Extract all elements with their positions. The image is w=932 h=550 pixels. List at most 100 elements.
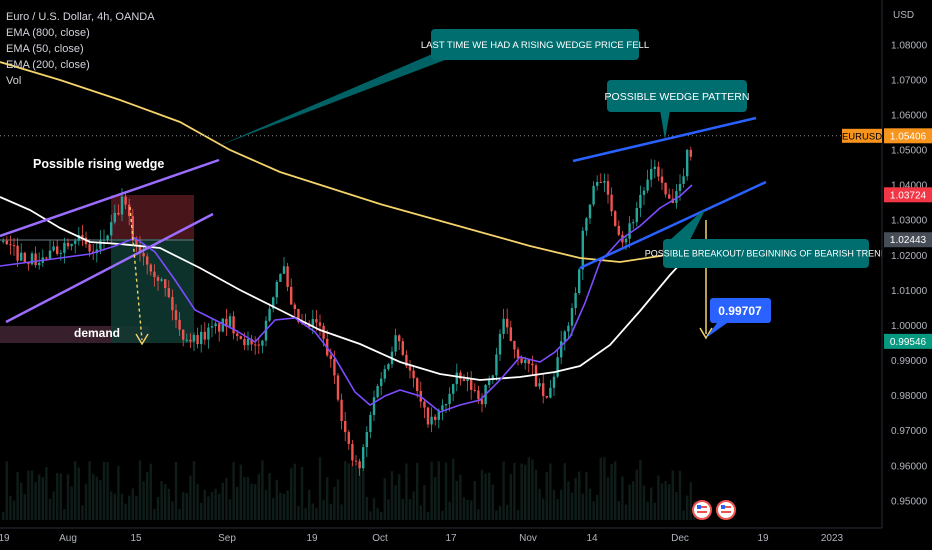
time-tick-label: Oct (372, 533, 388, 544)
candle-body (488, 380, 491, 385)
candle-body (639, 194, 642, 209)
candle-body (592, 185, 595, 205)
volume-bar (135, 495, 138, 520)
candle-body (513, 340, 516, 350)
candle-body (81, 234, 84, 238)
old-drop-arrow (129, 206, 143, 341)
time-tick-label: 19 (0, 533, 10, 544)
candle-body (599, 181, 602, 183)
time-axis: 19 Aug 15 Sep 19 Oct 17 Nov 14 Dec 19 2023 (0, 527, 932, 550)
candle-body (110, 222, 113, 236)
candle-body (567, 325, 570, 332)
candle-body (534, 365, 538, 387)
volume-bar (272, 498, 275, 520)
candle-body (351, 443, 354, 461)
candle-body (344, 420, 347, 433)
volume-bar (365, 496, 368, 520)
symbol-title[interactable]: Euro / U.S. Dollar, 4h, OANDA (6, 11, 155, 23)
volume-bar (531, 459, 534, 520)
candle-body (257, 344, 260, 346)
candle-body (297, 309, 300, 322)
candle-body (509, 327, 512, 341)
volume-bar (552, 490, 556, 520)
candle-body (56, 246, 59, 254)
price-axis-bg (882, 0, 932, 550)
volume-bar (650, 487, 653, 520)
price-tick-label: 1.06000 (891, 110, 928, 121)
candle-body (452, 384, 455, 394)
volume-bar (689, 482, 692, 520)
candle-body (142, 252, 145, 257)
volume-bar (182, 491, 185, 520)
candle-body (632, 222, 635, 224)
old-wedge-lower-line (5, 212, 214, 324)
volume-bar (221, 482, 224, 520)
volume-bar (185, 493, 188, 520)
candle-body (38, 262, 41, 266)
volume-bar (300, 466, 304, 520)
candle-body (74, 240, 77, 244)
candle-body (383, 369, 386, 379)
candle-body (675, 191, 678, 203)
volume-bar (246, 477, 250, 520)
volume-bar (617, 501, 620, 520)
time-tick-label: 19 (306, 533, 318, 544)
flag-stripe (721, 506, 731, 508)
candle-body (250, 339, 253, 345)
price-tag-box (884, 128, 932, 144)
price-tag: 0.99546 (884, 333, 932, 349)
candle-body (581, 230, 584, 270)
volume-bar (437, 461, 440, 520)
volume-bar (520, 463, 523, 520)
volume-bar (189, 475, 192, 520)
price-axis: USD1.080001.070001.060001.050001.040001.… (842, 0, 932, 550)
time-tick-label: 15 (130, 533, 142, 544)
volume-bar (63, 509, 66, 520)
ema-50-line (0, 184, 693, 413)
volume-bar (452, 458, 455, 520)
volume-bar (678, 470, 682, 520)
candle-body (322, 325, 325, 339)
candle-body (538, 383, 541, 387)
volume-bar (610, 464, 613, 520)
volume-bar (516, 509, 520, 520)
price-tag: 1.03724 (884, 187, 932, 203)
volume-bar (405, 463, 408, 520)
candle-body (480, 399, 484, 405)
volume-bar (592, 501, 595, 520)
volume-bar (164, 484, 167, 520)
candle-body (20, 252, 23, 261)
price-tag-box (884, 232, 932, 248)
volume-bar (318, 457, 322, 520)
volume-bar (624, 504, 628, 520)
time-tick-label: Dec (671, 533, 689, 544)
volume-bar (383, 478, 386, 520)
volume-bar (66, 474, 70, 520)
volume-bar (56, 473, 59, 520)
indicator-ema800[interactable]: EMA (800, close) (6, 27, 90, 39)
volume-bar (232, 462, 235, 520)
indicator-ema200[interactable]: EMA (200, close) (6, 59, 90, 71)
indicator-ema50[interactable]: EMA (50, close) (6, 43, 84, 55)
volume-bar (621, 476, 624, 520)
candle-body (189, 339, 192, 342)
candle-body (520, 358, 523, 364)
volume-bar (254, 484, 257, 520)
candle-body (218, 323, 221, 332)
volume-bar (322, 499, 325, 520)
volume-bar (124, 503, 127, 520)
volume-bar (20, 482, 23, 520)
volume-bar (131, 488, 134, 520)
candle-body (128, 204, 131, 217)
candle-body (200, 331, 203, 345)
candle-body (668, 194, 671, 199)
candle-body (138, 245, 142, 253)
candle-body (545, 395, 548, 398)
price-tag-value: 1.03724 (890, 190, 927, 201)
indicator-volume[interactable]: Vol (6, 75, 22, 87)
volume-bar (149, 463, 152, 520)
candle-body (524, 359, 527, 364)
volume-bar (59, 473, 62, 520)
candle-body (380, 378, 383, 387)
